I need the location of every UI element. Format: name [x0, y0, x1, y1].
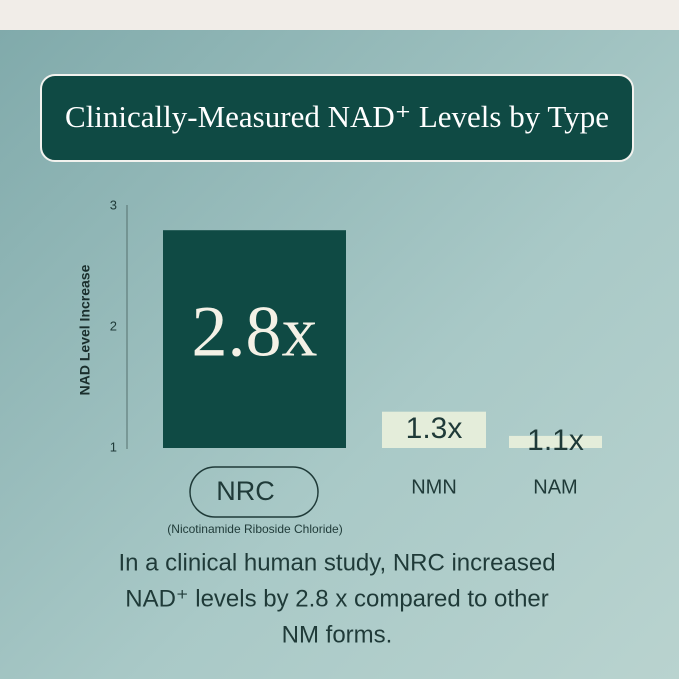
bar — [163, 230, 346, 448]
y-tick-label: 3 — [110, 197, 117, 212]
bar — [382, 411, 486, 448]
x-tick-label: NRC — [216, 476, 275, 506]
x-tick-label: NAM — [533, 476, 577, 498]
bar — [509, 435, 602, 448]
category-pill — [189, 466, 319, 518]
y-axis-label: NAD Level Increase — [77, 264, 93, 395]
y-tick-label: 2 — [110, 318, 117, 333]
value-label: 2.8x — [192, 292, 318, 372]
caption-line: NM forms. — [282, 621, 393, 648]
chart-title: Clinically-Measured NAD⁺ Levels by Type — [65, 99, 609, 134]
caption-line: In a clinical human study, NRC increased — [118, 549, 555, 576]
y-tick-label: 1 — [110, 439, 117, 454]
x-tick-label: NMN — [411, 476, 457, 498]
category-note: (Nicotinamide Riboside Chloride) — [167, 522, 342, 536]
value-label: 1.3x — [406, 412, 463, 445]
value-label: 1.1x — [527, 424, 584, 457]
caption-line: NAD⁺ levels by 2.8 x compared to other — [125, 585, 549, 612]
title-box — [40, 74, 634, 162]
top-band — [0, 0, 679, 30]
